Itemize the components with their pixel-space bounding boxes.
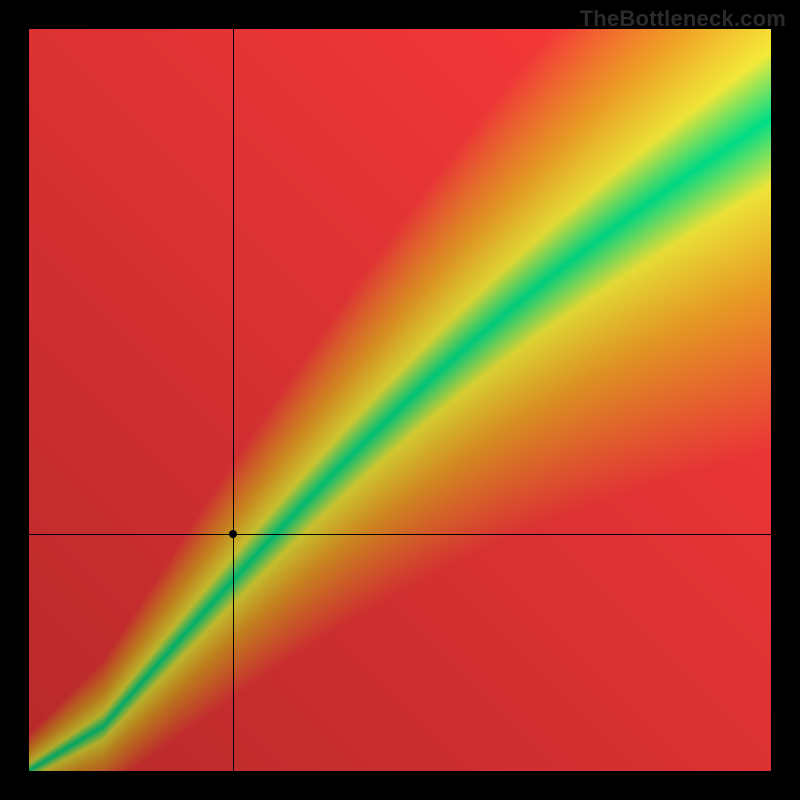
crosshair-marker [229,530,237,538]
bottleneck-heatmap [29,29,771,771]
crosshair-horizontal [29,534,771,535]
chart-container: TheBottleneck.com [0,0,800,800]
crosshair-vertical [233,29,234,771]
watermark-text: TheBottleneck.com [580,6,786,32]
